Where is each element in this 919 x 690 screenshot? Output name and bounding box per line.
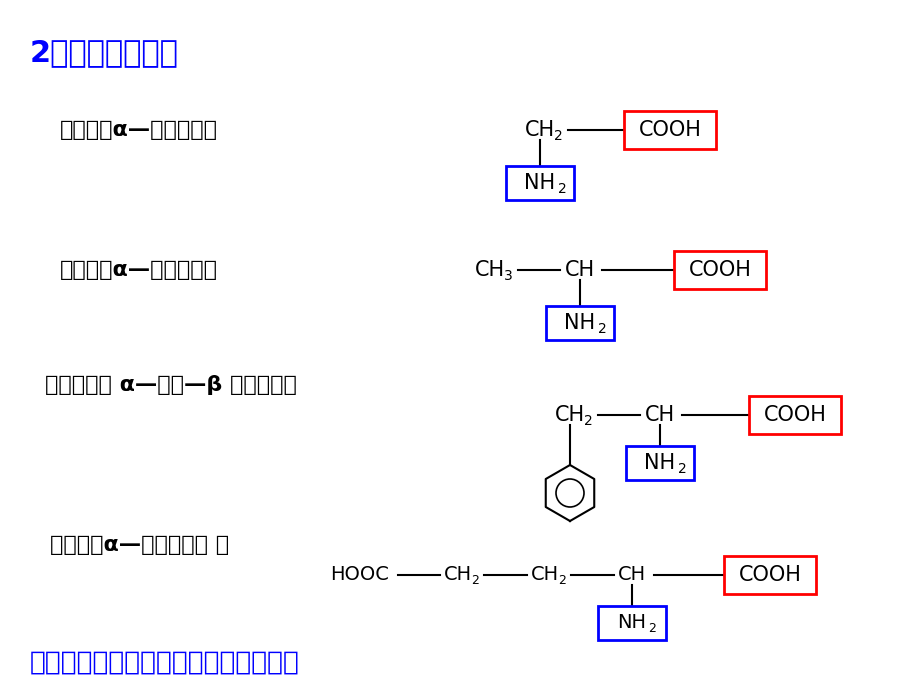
Text: CH: CH (618, 566, 645, 584)
Bar (623, 111, 715, 149)
Text: NH: NH (643, 453, 675, 473)
Text: 苯丙氨酸（ α—氨基—β 苯基丙酸）: 苯丙氨酸（ α—氨基—β 苯基丙酸） (45, 375, 297, 395)
Text: HOOC: HOOC (330, 566, 389, 584)
Text: COOH: COOH (638, 120, 700, 140)
Text: 甘氨酸（α—氨基乙酸）: 甘氨酸（α—氨基乙酸） (60, 120, 218, 140)
Text: COOH: COOH (763, 405, 825, 425)
Text: 2: 2 (558, 573, 565, 586)
Bar (674, 251, 766, 289)
Text: NH: NH (617, 613, 646, 633)
Text: CH: CH (525, 120, 554, 140)
Text: CH: CH (644, 405, 675, 425)
Bar (723, 556, 815, 594)
Text: COOH: COOH (738, 565, 800, 585)
Text: CH: CH (444, 566, 471, 584)
Text: NH: NH (564, 313, 595, 333)
Text: 2: 2 (677, 462, 686, 476)
Text: CH: CH (474, 260, 505, 280)
Text: 丙氨酸（α—氨基丙酸）: 丙氨酸（α—氨基丙酸） (60, 260, 218, 280)
Text: 2: 2 (557, 182, 566, 196)
Bar (748, 396, 840, 434)
Bar (625, 446, 693, 480)
Text: 2: 2 (647, 622, 655, 635)
Text: COOH: COOH (687, 260, 751, 280)
Text: CH: CH (564, 260, 595, 280)
Text: CH: CH (554, 405, 584, 425)
Text: 2: 2 (553, 129, 562, 143)
Text: 2: 2 (583, 414, 592, 428)
Text: 谷氨酸（α—氨基戊二酸 ）: 谷氨酸（α—氨基戊二酸 ） (50, 535, 229, 555)
Text: 3: 3 (503, 269, 512, 283)
Bar (597, 606, 665, 640)
Text: CH: CH (530, 566, 559, 584)
Text: 2、常见的氨基酸: 2、常见的氨基酸 (30, 38, 178, 67)
Text: 2: 2 (597, 322, 606, 336)
Text: NH: NH (524, 173, 555, 193)
Bar (545, 306, 613, 340)
Text: 2: 2 (471, 573, 479, 586)
Text: 请说明以上氨基酸在结构上的共同特点: 请说明以上氨基酸在结构上的共同特点 (30, 650, 300, 676)
Bar (505, 166, 573, 200)
